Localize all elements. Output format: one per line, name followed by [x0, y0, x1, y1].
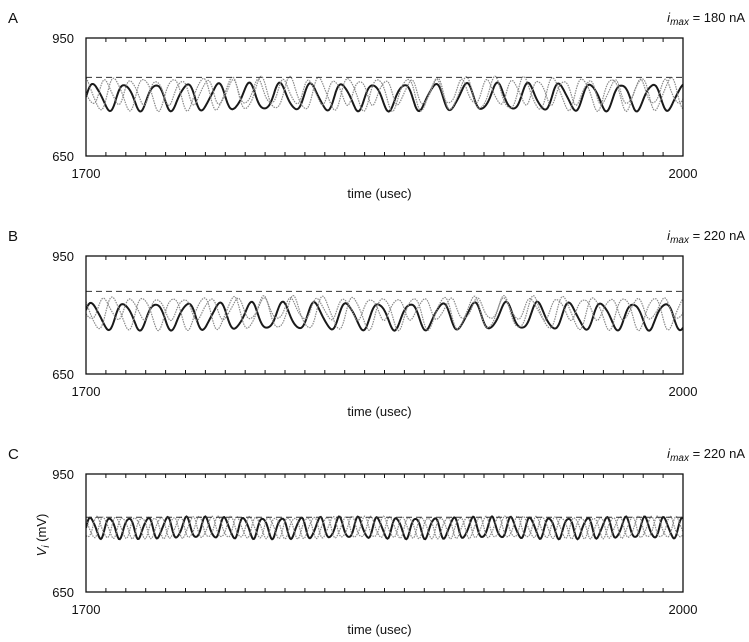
x-tick-label: 1700 — [72, 602, 101, 617]
x-axis-label: time (usec) — [347, 186, 411, 201]
y-tick-label: 650 — [52, 367, 74, 382]
trace-group — [86, 515, 683, 541]
x-tick-label: 2000 — [669, 384, 698, 399]
imax-annotation: imax = 220 nA — [667, 228, 745, 246]
imax-subscript: max — [670, 17, 690, 28]
imax-symbol: i — [667, 446, 671, 461]
ylabel-subscript: i — [41, 545, 52, 548]
ylabel-symbol: V — [34, 546, 49, 556]
x-tick-label: 1700 — [72, 166, 101, 181]
series-line-2 — [86, 75, 683, 113]
y-tick-label: 950 — [52, 467, 74, 482]
y-axis-label: Vi (mV) — [34, 514, 52, 557]
series-line-2 — [86, 294, 683, 332]
series-line-1 — [86, 515, 683, 541]
x-minor-ticks — [105, 474, 664, 592]
imax-annotation: imax = 180 nA — [667, 10, 745, 28]
x-minor-ticks — [105, 256, 664, 374]
series-line-3 — [86, 78, 683, 107]
panel-label: B — [8, 228, 18, 245]
panel-label: C — [8, 446, 19, 463]
ylabel-unit: (mV) — [34, 514, 49, 546]
imax-symbol: i — [667, 10, 671, 25]
imax-subscript: max — [670, 235, 690, 246]
series-line-3 — [86, 515, 683, 540]
imax-value: = 180 nA — [689, 10, 745, 25]
imax-subscript: max — [670, 453, 690, 464]
trace-group — [86, 75, 683, 113]
x-axis-label: time (usec) — [347, 622, 411, 637]
x-tick-label: 1700 — [72, 384, 101, 399]
y-tick-label: 950 — [52, 249, 74, 264]
series-line-3 — [86, 297, 683, 322]
x-tick-label: 2000 — [669, 166, 698, 181]
imax-value: = 220 nA — [689, 446, 745, 461]
x-minor-ticks — [105, 38, 664, 156]
imax-symbol: i — [667, 228, 671, 243]
series-line-1 — [86, 81, 683, 113]
imax-value: = 220 nA — [689, 228, 745, 243]
trace-group — [86, 294, 683, 332]
panel-label: A — [8, 10, 18, 27]
series-line-1 — [86, 300, 683, 332]
x-tick-label: 2000 — [669, 602, 698, 617]
plot-frame — [85, 37, 684, 157]
x-axis-label: time (usec) — [347, 404, 411, 419]
series-line-2 — [86, 515, 683, 540]
y-tick-label: 950 — [52, 31, 74, 46]
y-tick-label: 650 — [52, 149, 74, 164]
imax-annotation: imax = 220 nA — [667, 446, 745, 464]
y-tick-label: 650 — [52, 585, 74, 600]
